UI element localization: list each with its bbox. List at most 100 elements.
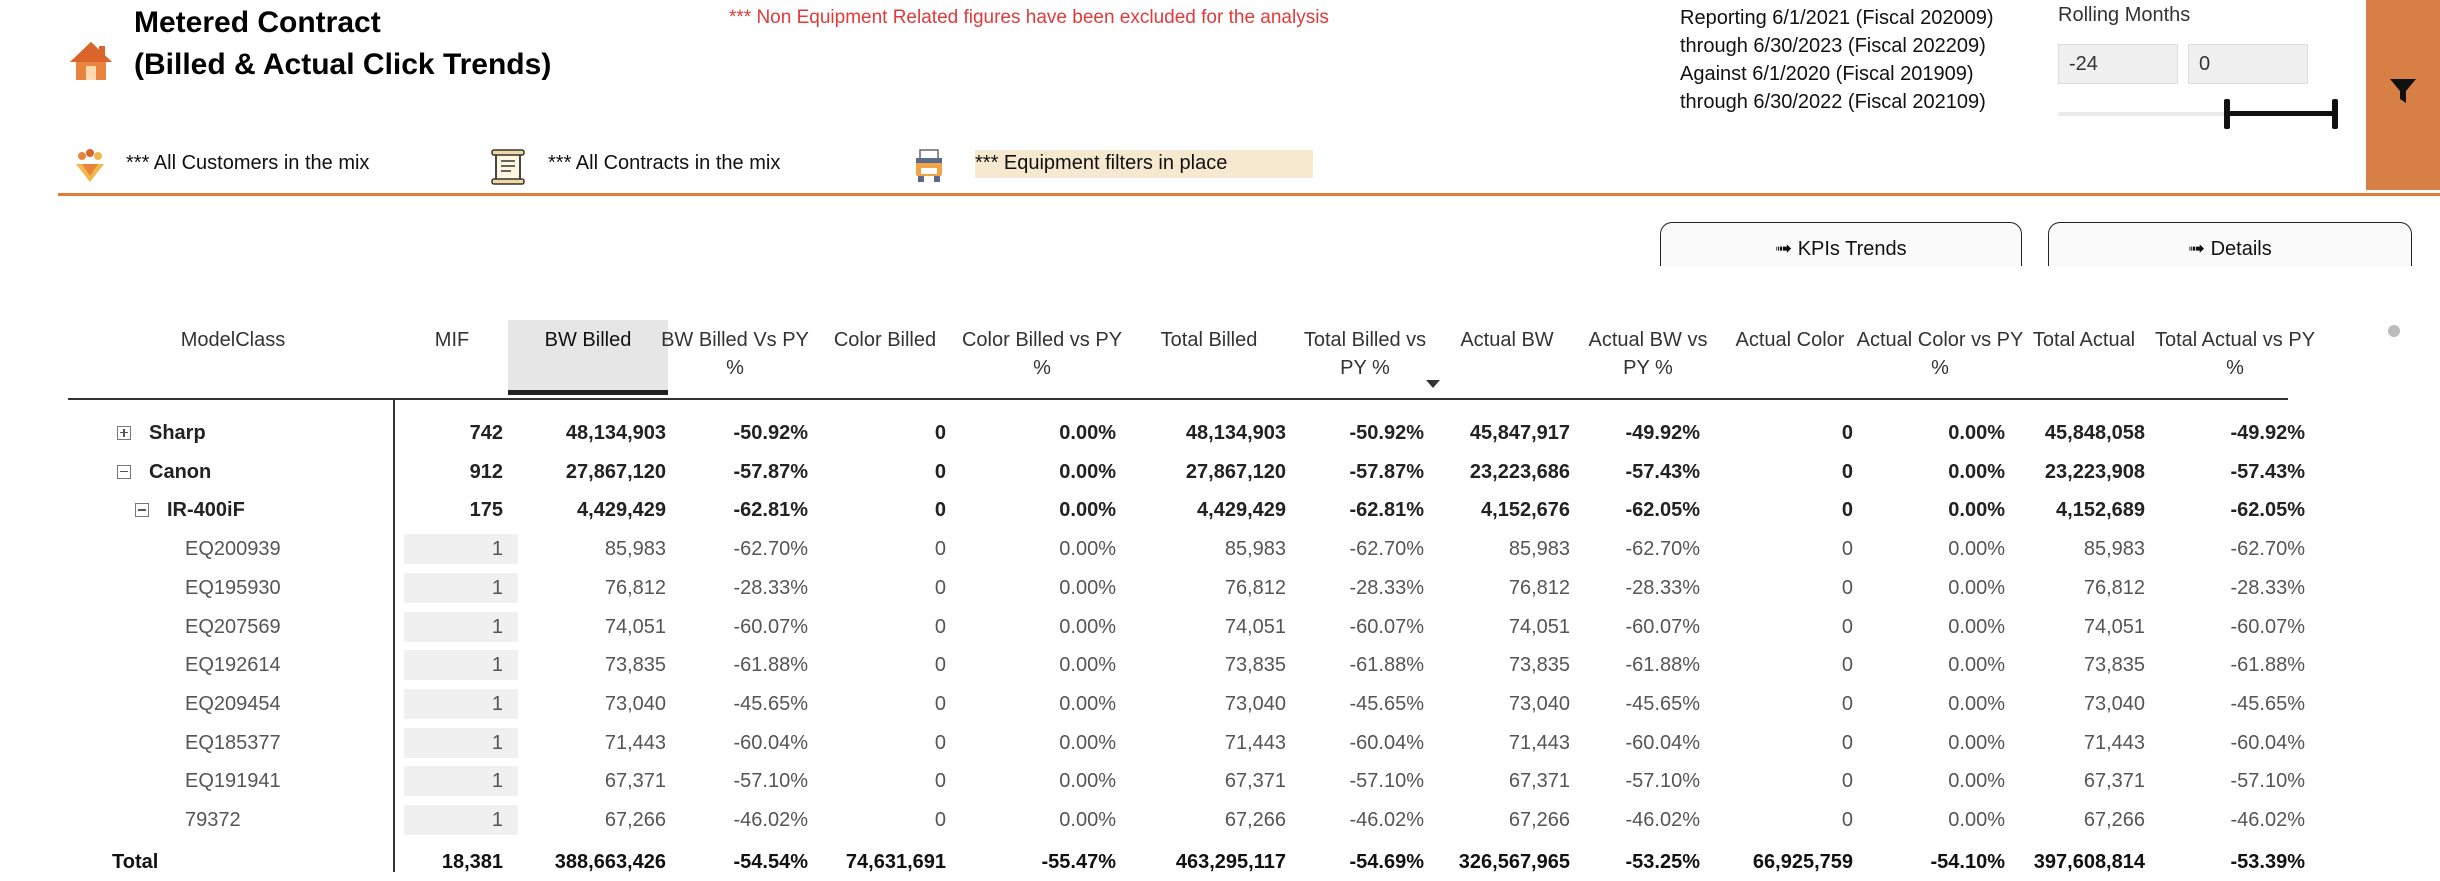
total-cell-13: -53.39% bbox=[2230, 851, 2306, 873]
rolling-months-from-input[interactable] bbox=[2058, 44, 2178, 84]
cell-9: -28.33% bbox=[1625, 576, 1701, 599]
row-label: 79372 bbox=[185, 809, 241, 831]
total-cell-10: 66,925,759 bbox=[1752, 851, 1853, 873]
cell-10: 0 bbox=[1841, 499, 1853, 522]
table-row-equipment[interactable]: EQ185377 1 71,443 -60.04% 0 0.00% 71,443 -60.04… bbox=[0, 724, 2440, 762]
cell-9: -45.65% bbox=[1625, 692, 1701, 715]
cell-8: 76,812 bbox=[1508, 576, 1570, 599]
cell-5: 0.00% bbox=[1059, 538, 1116, 561]
rolling-months-to-input[interactable] bbox=[2188, 44, 2308, 84]
header-divider bbox=[58, 193, 2440, 196]
expand-icon[interactable] bbox=[117, 426, 131, 440]
column-header-total-actual[interactable]: Total Actual bbox=[2032, 329, 2136, 351]
total-cell-7: -54.69% bbox=[1349, 851, 1425, 873]
column-header-actual-bw-vs-py[interactable]: Actual BW vs PY % bbox=[1588, 329, 1708, 379]
table-row-equipment[interactable]: 79372 1 67,266 -46.02% 0 0.00% 67,266 -46.02% 67… bbox=[0, 801, 2440, 839]
cell-6: 4,429,429 bbox=[1197, 499, 1286, 522]
exclusion-note: *** Non Equipment Related figures have b… bbox=[729, 7, 1329, 28]
table-row-equipment[interactable]: EQ207569 1 74,051 -60.07% 0 0.00% 74,051 -60.07… bbox=[0, 608, 2440, 646]
cell-9: -61.88% bbox=[1625, 654, 1701, 677]
table-row-equipment[interactable]: EQ191941 1 67,371 -57.10% 0 0.00% 67,371 -57.10… bbox=[0, 762, 2440, 800]
cell-6: 73,835 bbox=[1224, 654, 1286, 677]
scrollbar-thumb[interactable] bbox=[2388, 325, 2400, 337]
table-row-equipment[interactable]: EQ192614 1 73,835 -61.88% 0 0.00% 73,835 -61.88… bbox=[0, 646, 2440, 684]
column-header-total-actual-vs-py[interactable]: Total Actual vs PY % bbox=[2154, 329, 2316, 379]
total-cell-6: 463,295,117 bbox=[1175, 851, 1286, 873]
cell-3: -45.65% bbox=[733, 692, 809, 715]
filter-icon[interactable] bbox=[2388, 76, 2418, 106]
cell-1: 1 bbox=[491, 809, 503, 831]
column-header-actual-bw[interactable]: Actual BW bbox=[1460, 329, 1554, 351]
cell-9: -60.04% bbox=[1625, 731, 1701, 754]
column-header-color-billed[interactable]: Color Billed bbox=[833, 329, 937, 351]
column-header-total-billed-vs-py[interactable]: Total Billed vs PY % bbox=[1303, 329, 1427, 379]
cell-7: -46.02% bbox=[1349, 809, 1425, 831]
table-row-equipment[interactable]: EQ200939 1 85,983 -62.70% 0 0.00% 85,983 -62.70… bbox=[0, 530, 2440, 568]
table-row-group[interactable]: IR-400iF 175 4,429,429 -62.81% 0 0.00% 4,429,4… bbox=[0, 491, 2440, 529]
column-header-bw-billed-vs-py[interactable]: BW Billed Vs PY % bbox=[661, 329, 809, 379]
cell-9: -62.05% bbox=[1625, 499, 1701, 522]
page-title-line1: Metered Contract bbox=[134, 6, 381, 39]
column-header-actual-color[interactable]: Actual Color bbox=[1735, 329, 1845, 351]
collapse-icon[interactable] bbox=[135, 503, 149, 518]
cell-4: 0 bbox=[934, 422, 946, 444]
cell-12: 67,266 bbox=[2083, 809, 2145, 831]
cell-8: 67,266 bbox=[1508, 809, 1570, 831]
column-header-modelclass[interactable]: ModelClass bbox=[180, 329, 286, 351]
cell-8: 23,223,686 bbox=[1469, 460, 1570, 483]
cell-1: 1 bbox=[491, 692, 503, 715]
column-header-bw-billed[interactable]: BW Billed bbox=[544, 329, 632, 351]
cell-2: 48,134,903 bbox=[565, 422, 666, 444]
cell-3: -28.33% bbox=[733, 576, 809, 599]
mif-cell-shade bbox=[404, 805, 518, 835]
cell-10: 0 bbox=[1841, 770, 1853, 793]
table-row-equipment[interactable]: EQ195930 1 76,812 -28.33% 0 0.00% 76,812 -28.33… bbox=[0, 569, 2440, 607]
mif-cell-shade bbox=[404, 766, 518, 797]
cell-13: -61.88% bbox=[2230, 654, 2306, 677]
cell-7: -50.92% bbox=[1349, 422, 1425, 444]
cell-9: -46.02% bbox=[1625, 809, 1701, 831]
cell-13: -57.43% bbox=[2230, 460, 2306, 483]
cell-7: -62.81% bbox=[1349, 499, 1425, 522]
cell-5: 0.00% bbox=[1059, 770, 1116, 793]
details-button[interactable]: ➟ Details bbox=[2048, 222, 2412, 266]
total-cell-8: 326,567,965 bbox=[1458, 851, 1570, 873]
table-row-group[interactable]: Canon 912 27,867,120 -57.87% 0 0.00% 27,867,12… bbox=[0, 453, 2440, 491]
cell-6: 27,867,120 bbox=[1185, 460, 1286, 483]
rolling-months-slider-track[interactable] bbox=[2058, 112, 2338, 116]
home-icon[interactable] bbox=[68, 40, 114, 82]
row-header-divider bbox=[393, 398, 395, 872]
slider-handle-end[interactable] bbox=[2332, 99, 2338, 129]
cell-2: 74,051 bbox=[604, 615, 666, 638]
cell-8: 85,983 bbox=[1508, 538, 1570, 561]
cell-4: 0 bbox=[934, 770, 946, 793]
column-header-color-billed-vs-py[interactable]: Color Billed vs PY % bbox=[961, 329, 1123, 379]
slider-handle-start[interactable] bbox=[2224, 99, 2230, 129]
column-header-total-billed[interactable]: Total Billed bbox=[1160, 329, 1258, 351]
column-header-actual-color-vs-py[interactable]: Actual Color vs PY % bbox=[1856, 329, 2024, 379]
cell-10: 0 bbox=[1841, 422, 1853, 444]
cell-1: 1 bbox=[491, 538, 503, 561]
table-row-total: Total 18,381 388,663,426 -54.54% 74,631,691 -… bbox=[0, 843, 2440, 881]
cell-3: -50.92% bbox=[733, 422, 809, 444]
cell-4: 0 bbox=[934, 654, 946, 677]
cell-6: 73,040 bbox=[1224, 692, 1286, 715]
cell-1: 1 bbox=[491, 731, 503, 754]
kpis-trends-button[interactable]: ➟ KPIs Trends bbox=[1660, 222, 2022, 266]
reporting-line: through 6/30/2022 (Fiscal 202109) bbox=[1680, 91, 1986, 113]
table-row-equipment[interactable]: EQ209454 1 73,040 -45.65% 0 0.00% 73,040 -45.65… bbox=[0, 685, 2440, 723]
column-header-mif[interactable]: MIF bbox=[434, 329, 470, 351]
total-cell-2: 388,663,426 bbox=[554, 851, 666, 873]
cell-10: 0 bbox=[1841, 538, 1853, 561]
table-row-group[interactable]: Sharp 742 48,134,903 -50.92% 0 0.00% 48,134,90… bbox=[0, 414, 2440, 452]
cell-2: 67,371 bbox=[604, 770, 666, 793]
cell-12: 85,983 bbox=[2083, 538, 2145, 561]
cell-3: -62.70% bbox=[733, 538, 809, 561]
mif-cell-shade bbox=[404, 572, 518, 603]
sort-descending-icon[interactable] bbox=[1426, 380, 1440, 388]
cell-7: -62.70% bbox=[1349, 538, 1425, 561]
total-cell-1: 18,381 bbox=[441, 851, 503, 873]
collapse-icon[interactable] bbox=[117, 464, 131, 479]
cell-11: 0.00% bbox=[1948, 576, 2005, 599]
cell-12: 76,812 bbox=[2083, 576, 2145, 599]
